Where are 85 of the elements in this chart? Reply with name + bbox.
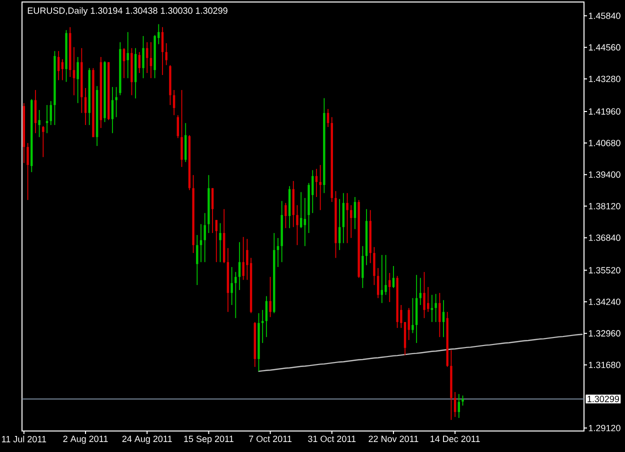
- candlestick: [376, 268, 380, 299]
- candlestick: [454, 392, 456, 418]
- candlestick: [346, 192, 348, 244]
- candlestick: [384, 254, 387, 296]
- candlestick: [176, 114, 179, 139]
- candlestick: [146, 42, 148, 74]
- candlestick: [442, 300, 445, 338]
- candlestick: [215, 220, 218, 263]
- candlestick: [412, 298, 414, 334]
- candlestick: [315, 168, 318, 198]
- candlestick: [276, 238, 280, 268]
- x-tick-label: 11 Jul 2011: [2, 436, 46, 442]
- candlestick: [242, 236, 244, 280]
- candlestick: [296, 204, 298, 246]
- candlestick: [204, 212, 206, 263]
- y-tick-label: 1.41960: [588, 108, 620, 115]
- y-tick-label: 1.34240: [588, 298, 620, 305]
- candlestick: [138, 52, 141, 74]
- ref-line-label: 1.30299: [588, 396, 620, 402]
- candlestick: [427, 286, 430, 312]
- x-tick-label: 24 Aug 2011: [122, 436, 172, 444]
- y-tick-label: 1.44560: [588, 44, 620, 51]
- candlestick: [392, 266, 395, 288]
- x-tick-label: 15 Sep 2011: [184, 436, 234, 444]
- y-tick-label: 1.38120: [588, 202, 620, 210]
- candlestick: [430, 294, 434, 322]
- candlestick: [211, 188, 214, 234]
- candlestick: [284, 202, 287, 229]
- candlestick: [458, 394, 460, 418]
- candlestick: [434, 293, 437, 322]
- candlestick: [180, 90, 183, 168]
- candlestick: [200, 224, 202, 263]
- candlestick: [300, 192, 302, 229]
- candlestick: [196, 234, 198, 286]
- candlestick: [26, 142, 29, 200]
- candlestick: [50, 100, 52, 126]
- candlestick: [76, 56, 79, 104]
- candlestick: [42, 126, 44, 158]
- candlestick: [122, 48, 126, 79]
- candlestick: [111, 86, 114, 134]
- candlestick: [219, 222, 222, 263]
- candlestick: [161, 26, 164, 76]
- y-tick-label: 1.45840: [588, 12, 620, 19]
- text: EURUSD,Daily 1.30194 1.30438 1.30030 1.30299: [28, 7, 228, 16]
- candlestick: [57, 50, 60, 81]
- candlestick: [423, 272, 426, 319]
- y-tick-label: 1.32960: [588, 330, 620, 337]
- candlestick: [34, 90, 37, 134]
- candlestick: [238, 242, 241, 290]
- candlestick: [142, 36, 144, 79]
- candlestick: [269, 276, 272, 318]
- candlestick: [61, 58, 64, 81]
- candlestick: [326, 108, 330, 128]
- candlestick: [261, 309, 264, 344]
- y-tick-label: 1.35520: [588, 267, 620, 274]
- y-tick-label: 1.39400: [588, 171, 620, 178]
- candlestick: [408, 308, 410, 340]
- candlestick: [265, 296, 268, 338]
- candlestick: [230, 266, 233, 306]
- y-tick-label: 1.43280: [588, 76, 620, 82]
- x-tick-label: 7 Oct 2011: [249, 436, 292, 442]
- candlestick: [438, 292, 441, 338]
- x-tick-label: 2 Aug 2011: [63, 436, 108, 444]
- x-tick-label: 31 Oct 2011: [308, 436, 356, 442]
- candlestick: [115, 86, 118, 118]
- candlestick: [462, 395, 464, 406]
- candlestick: [373, 246, 376, 286]
- candlestick: [38, 110, 40, 138]
- y-tick-label: 1.40680: [588, 140, 620, 146]
- y-tick-label: 1.29120: [588, 424, 620, 432]
- x-tick-label: 22 Nov 2011: [368, 436, 418, 442]
- candlestick: [350, 204, 352, 238]
- candlestick: [319, 164, 322, 211]
- y-tick-label: 1.36840: [588, 234, 620, 241]
- candlestick: [312, 170, 314, 214]
- candlestick: [354, 196, 356, 230]
- candlestick: [46, 104, 48, 134]
- candlestick: [338, 198, 341, 250]
- candlestick: [362, 246, 364, 288]
- candlestick: [172, 90, 176, 116]
- x-tick-label: 14 Dec 2011: [430, 436, 480, 442]
- candlestick: [380, 254, 384, 304]
- y-tick-label: 1.31680: [588, 362, 620, 368]
- candlestick: [388, 272, 391, 302]
- candlestick: [84, 88, 87, 126]
